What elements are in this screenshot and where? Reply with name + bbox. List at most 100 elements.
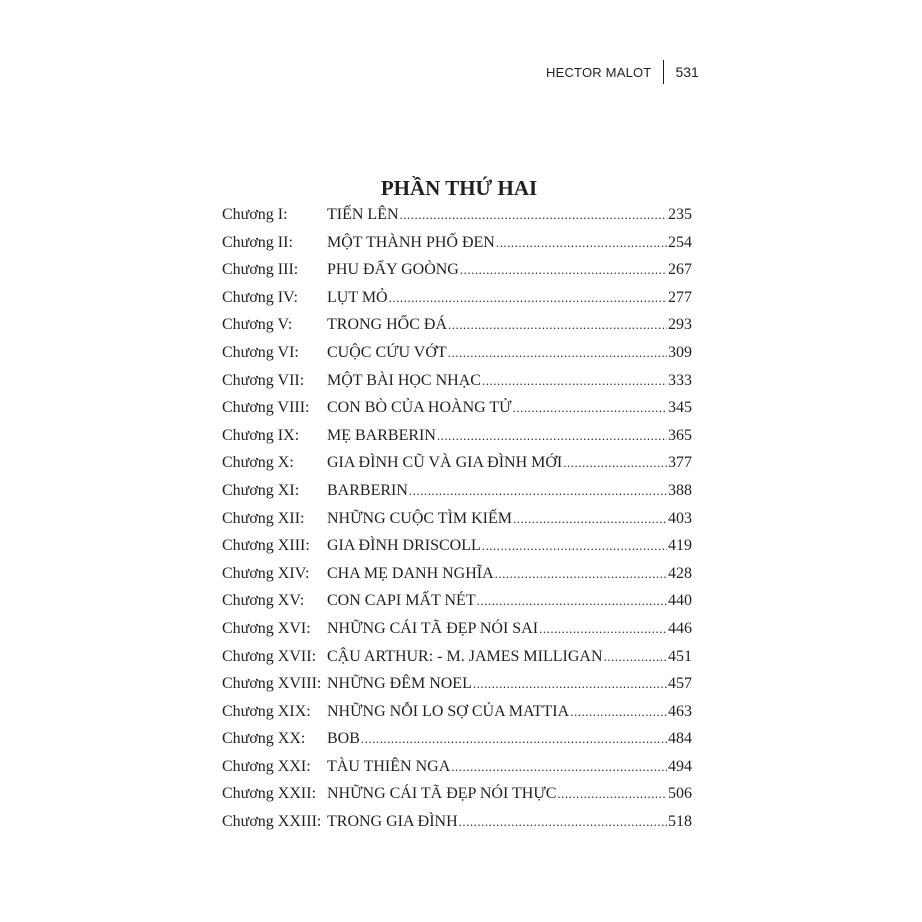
dot-leader (477, 592, 667, 610)
toc-entry: Chương XIII: GIA ĐÌNH DRISCOLL 419 (222, 537, 692, 565)
chapter-page: 506 (668, 785, 692, 803)
chapter-label: Chương V: (222, 316, 293, 334)
dot-leader (482, 372, 667, 390)
chapter-page: 293 (668, 316, 692, 334)
chapter-page: 463 (668, 702, 692, 720)
toc-entry: Chương IV: LỤT MỎ 277 (222, 289, 692, 317)
chapter-label: Chương XX: (222, 730, 306, 748)
chapter-title: BOB (327, 730, 360, 748)
dot-leader (570, 703, 667, 721)
chapter-page: 494 (668, 757, 692, 775)
dot-leader (495, 565, 667, 583)
chapter-page: 267 (668, 261, 692, 279)
chapter-page: 419 (668, 537, 692, 555)
chapter-title: CON BÒ CỦA HOÀNG TỬ (327, 399, 512, 417)
chapter-title: TÀU THIÊN NGA (327, 757, 451, 775)
toc-entry: Chương I: TIẾN LÊN 235 (222, 206, 692, 234)
chapter-label: Chương XVII: (222, 647, 317, 665)
chapter-label: Chương II: (222, 233, 293, 251)
dot-leader (400, 206, 667, 224)
chapter-page: 518 (668, 813, 692, 831)
chapter-page: 333 (668, 371, 692, 389)
chapter-title: BARBERIN (327, 481, 408, 499)
chapter-title: CẬU ARTHUR: - M. JAMES MILLIGAN (327, 647, 603, 665)
chapter-page: 235 (668, 206, 692, 223)
toc-entry: Chương V: TRONG HỐC ĐÁ 293 (222, 316, 692, 344)
chapter-title: NHỮNG ĐÊM NOEL (327, 675, 472, 693)
chapter-title: TRONG GIA ĐÌNH (327, 813, 458, 831)
dot-leader (389, 289, 667, 307)
dot-leader (451, 758, 667, 776)
page-number: 531 (675, 64, 699, 80)
chapter-label: Chương XIV: (222, 564, 310, 582)
chapter-label: Chương XXI: (222, 757, 311, 775)
chapter-page: 451 (668, 647, 692, 665)
chapter-label: Chương XV: (222, 592, 305, 610)
chapter-label: Chương XIII: (222, 537, 310, 555)
chapter-page: 254 (668, 233, 692, 251)
chapter-title: TRONG HỐC ĐÁ (327, 316, 447, 334)
chapter-label: Chương XVIII: (222, 675, 322, 693)
toc-entry: Chương XXII: NHỮNG CÁI TÃ ĐẸP NÓI THỰC 506 (222, 785, 692, 813)
dot-leader (448, 344, 667, 362)
dot-leader (513, 399, 667, 417)
dot-leader (563, 454, 667, 472)
chapter-label: Chương IV: (222, 288, 298, 306)
chapter-title: NHỮNG NỖI LO SỢ CỦA MATTIA (327, 702, 570, 720)
chapter-title: GIA ĐÌNH CŨ VÀ GIA ĐÌNH MỚI (327, 454, 563, 472)
chapter-title: PHU ĐẨY GOÒNG (327, 261, 459, 279)
toc-entry: Chương III: PHU ĐẨY GOÒNG 267 (222, 261, 692, 289)
chapter-title: CHA MẸ DANH NGHĨA (327, 564, 494, 582)
toc-entry: Chương XVI: NHỮNG CÁI TÃ ĐẸP NÓI SAI 446 (222, 620, 692, 648)
chapter-title: LỤT MỎ (327, 288, 388, 306)
chapter-page: 484 (668, 730, 692, 748)
chapter-label: Chương XVI: (222, 619, 311, 637)
chapter-page: 457 (668, 675, 692, 693)
dot-leader (460, 261, 667, 279)
header-divider (663, 60, 665, 84)
chapter-page: 446 (668, 619, 692, 637)
toc-entry: Chương X: GIA ĐÌNH CŨ VÀ GIA ĐÌNH MỚI 377 (222, 454, 692, 482)
chapter-label: Chương IX: (222, 426, 300, 444)
chapter-title: MẸ BARBERIN (327, 426, 436, 444)
chapter-title: CUỘC CỨU VỚT (327, 343, 447, 361)
dot-leader (473, 675, 667, 693)
toc-entry: Chương XVIII: NHỮNG ĐÊM NOEL 457 (222, 675, 692, 703)
chapter-page: 388 (668, 481, 692, 499)
chapter-title: CON CAPI MẤT NÉT (327, 592, 476, 610)
chapter-page: 309 (668, 343, 692, 361)
toc-entry: Chương XIV: CHA MẸ DANH NGHĨA 428 (222, 565, 692, 593)
dot-leader (459, 813, 667, 831)
toc-entry: Chương VII: MỘT BÀI HỌC NHẠC 333 (222, 372, 692, 400)
chapter-page: 440 (668, 592, 692, 610)
toc-entry: Chương IX: MẸ BARBERIN 365 (222, 427, 692, 455)
chapter-label: Chương VII: (222, 371, 305, 389)
dot-leader (604, 648, 668, 666)
chapter-label: Chương XXII: (222, 785, 317, 803)
author-name: HECTOR MALOT (546, 64, 652, 80)
chapter-page: 428 (668, 564, 692, 582)
toc-entry: Chương XII: NHỮNG CUỘC TÌM KIẾM 403 (222, 510, 692, 538)
dot-leader (557, 785, 667, 803)
dot-leader (539, 620, 667, 638)
chapter-label: Chương X: (222, 454, 294, 472)
chapter-page: 365 (668, 426, 692, 444)
table-of-contents: Chương I: TIẾN LÊN 235 Chương II: MỘT THÀNH … (222, 206, 692, 841)
toc-entry: Chương VIII: CON BÒ CỦA HOÀNG TỬ 345 (222, 399, 692, 427)
chapter-page: 403 (668, 509, 692, 527)
dot-leader (361, 730, 667, 748)
toc-entry: Chương XI: BARBERIN 388 (222, 482, 692, 510)
chapter-title: TIẾN LÊN (327, 206, 399, 223)
chapter-label: Chương VI: (222, 343, 299, 361)
dot-leader (513, 510, 667, 528)
chapter-title: GIA ĐÌNH DRISCOLL (327, 537, 481, 555)
chapter-title: NHỮNG CÁI TÃ ĐẸP NÓI SAI (327, 619, 539, 637)
chapter-label: Chương I: (222, 206, 288, 223)
dot-leader (482, 537, 667, 555)
dot-leader (496, 234, 667, 252)
chapter-label: Chương XII: (222, 509, 305, 527)
toc-entry: Chương XIX: NHỮNG NỖI LO SỢ CỦA MATTIA 463 (222, 703, 692, 731)
chapter-label: Chương VIII: (222, 399, 310, 417)
chapter-label: Chương XXIII: (222, 813, 322, 831)
toc-entry: Chương VI: CUỘC CỨU VỚT 309 (222, 344, 692, 372)
